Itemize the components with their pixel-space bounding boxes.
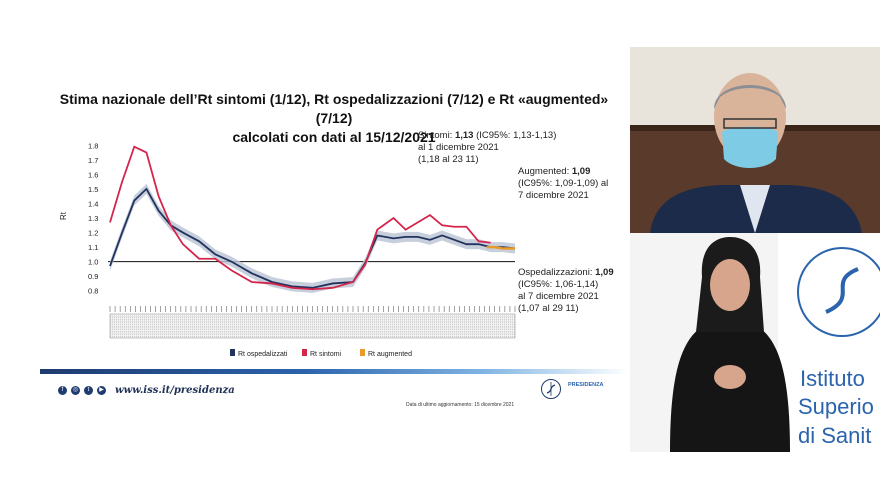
series-line-2	[486, 245, 515, 250]
rt-line-chart: 1.8 1.7 1.6 1.5 1.4 1.3 1.2 1.1 1.0 0.9 0.8 Rt Rt …	[59, 141, 516, 358]
legend-label-2: Rt augmented	[368, 351, 412, 358]
presentation-slide: Stima nazionale dell’Rt sintomi (1/12), …	[40, 62, 628, 416]
y-tick-label-3: 1.5	[88, 185, 98, 194]
y-tick-label-0: 1.8	[88, 141, 98, 150]
interpreter-figure	[670, 237, 790, 452]
y-tick-label-4: 1.4	[88, 199, 98, 208]
face-mask	[722, 126, 778, 168]
institute-wall-text-3: di Sanit	[798, 423, 871, 448]
video-panel: Istituto Superio di Sanit	[630, 47, 880, 452]
institute-wall-text-1: Istituto	[800, 366, 865, 391]
slide-footer: f ◎ t ▶ www.iss.it/presidenza PRESIDENZA…	[40, 374, 628, 410]
y-tick-label-6: 1.2	[88, 229, 98, 238]
y-tick-label-9: 0.9	[88, 272, 98, 281]
youtube-icon[interactable]: ▶	[97, 386, 106, 395]
chart-legend: Rt ospedalizzati Rt sintomi Rt augmented	[230, 349, 412, 358]
social-icons: f ◎ t ▶	[58, 386, 106, 395]
y-tick-label-10: 0.8	[88, 287, 98, 296]
annotation-sintomi: Sintomi: 1,13 (IC95%: 1,13-1,13) al 1 di…	[418, 130, 557, 165]
x-tick-label-band	[109, 313, 516, 339]
series-line-0	[109, 187, 516, 289]
presidenza-logo: PRESIDENZA	[568, 382, 604, 388]
iss-logo	[541, 379, 561, 399]
y-axis-label: Rt	[59, 211, 68, 220]
legend-label-0: Rt ospedalizzati	[238, 351, 288, 358]
instagram-icon[interactable]: ◎	[71, 386, 80, 395]
y-tick-label-2: 1.6	[88, 170, 98, 179]
legend-swatch-2	[360, 349, 365, 356]
institute-wall-text-2: Superio	[798, 394, 874, 419]
series-line-1	[109, 145, 491, 291]
series-confidence-band-0	[110, 183, 515, 293]
legend-swatch-1	[302, 349, 307, 356]
annotation-ospedalizzazioni: Ospedalizzazioni: 1,09 (IC95%: 1,06-1,14…	[518, 267, 614, 314]
y-tick-label-8: 1.0	[88, 258, 98, 267]
y-tick-label-5: 1.3	[88, 214, 98, 223]
legend-label-1: Rt sintomi	[310, 351, 342, 358]
twitter-icon[interactable]: t	[84, 386, 93, 395]
speaker-figure	[650, 73, 862, 233]
legend-swatch-0	[230, 349, 235, 356]
annotation-augmented: Augmented: 1,09 (IC95%: 1,09-1,09) al 7 …	[518, 166, 609, 201]
last-update-text: Data di ultimo aggiornamento: 15 dicembr…	[406, 402, 515, 408]
slide-title: Stima nazionale dell’Rt sintomi (1/12), …	[40, 90, 628, 147]
slide-title-line2: calcolati con dati al 15/12/2021	[232, 129, 436, 145]
facebook-icon[interactable]: f	[58, 386, 67, 395]
footer-url[interactable]: www.iss.it/presidenza	[115, 385, 235, 396]
slide-title-line1: Stima nazionale dell’Rt sintomi (1/12), …	[59, 91, 609, 126]
footer-gradient-bar	[40, 369, 628, 374]
y-tick-label-7: 1.1	[88, 243, 98, 252]
y-tick-label-1: 1.7	[88, 156, 98, 165]
